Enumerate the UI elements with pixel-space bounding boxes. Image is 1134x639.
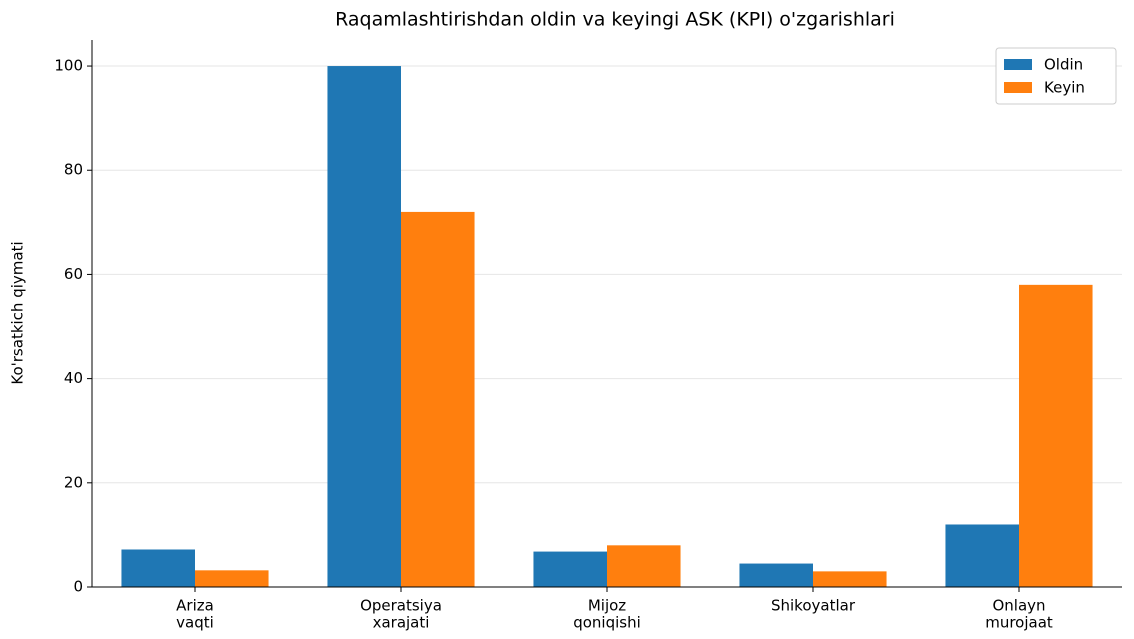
y-tick-label: 20 [64, 473, 83, 491]
x-tick-label: murojaat [985, 614, 1053, 632]
bar [945, 524, 1019, 587]
bar [607, 545, 681, 587]
y-axis-label: Ko'rsatkich qiymati [9, 241, 27, 384]
legend-label: Keyin [1044, 79, 1085, 97]
x-tick-label: Operatsiya [360, 597, 442, 615]
bar [533, 551, 607, 587]
x-tick-label: Mijoz [588, 597, 626, 615]
x-tick-label: qoniqishi [573, 614, 641, 632]
y-tick-label: 0 [73, 578, 83, 596]
bar [121, 549, 195, 587]
legend-label: Oldin [1044, 56, 1083, 74]
x-tick-label: Ariza [176, 597, 214, 615]
y-tick-label: 80 [64, 161, 83, 179]
bar [401, 211, 475, 587]
x-tick-label: Onlayn [992, 597, 1045, 615]
y-tick-label: 100 [54, 57, 83, 75]
legend-swatch [1004, 82, 1032, 93]
x-tick-label: xarajati [373, 614, 430, 632]
bar [195, 570, 269, 587]
x-tick-label: vaqti [176, 614, 214, 632]
bar [1019, 284, 1093, 587]
y-tick-label: 60 [64, 265, 83, 283]
legend-swatch [1004, 59, 1032, 70]
bar [813, 571, 887, 587]
bar [327, 66, 401, 588]
x-tick-label: Shikoyatlar [771, 597, 856, 615]
chart-title: Raqamlashtirishdan oldin va keyingi ASK … [335, 9, 895, 31]
bar [739, 563, 813, 587]
y-tick-label: 40 [64, 369, 83, 387]
